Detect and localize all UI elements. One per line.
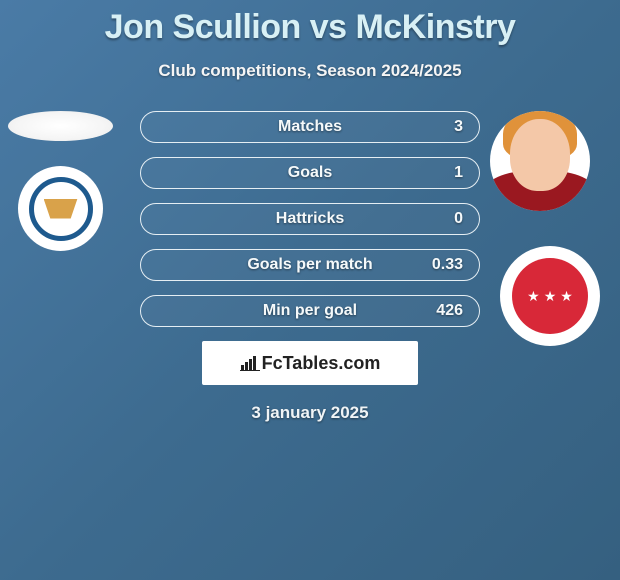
player1-club-badge [18,166,103,251]
stat-row: Goals per match 0.33 [140,249,480,281]
stat-player2-value: 426 [436,302,463,320]
stat-label: Goals per match [247,256,372,274]
brand-watermark: FcTables.com [202,341,418,385]
bar-chart-icon [240,355,260,371]
page-title: Jon Scullion vs McKinstry [0,0,620,47]
stat-label: Hattricks [276,210,344,228]
subtitle: Club competitions, Season 2024/2025 [0,61,620,81]
stat-player2-value: 3 [454,118,463,136]
player2-photo [490,111,590,211]
stat-label: Min per goal [263,302,357,320]
stat-label: Goals [288,164,332,182]
star-icon: ★ [544,288,557,305]
player1-photo [8,111,113,141]
stat-player2-value: 1 [454,164,463,182]
stats-table: Matches 3 Goals 1 Hattricks 0 Goals per … [140,111,480,341]
star-icon: ★ [560,288,573,305]
date-label: 3 january 2025 [251,403,368,423]
stat-row: Min per goal 426 [140,295,480,327]
stat-player2-value: 0 [454,210,463,228]
stat-row: Matches 3 [140,111,480,143]
star-icon: ★ [527,288,540,305]
brand-label: FcTables.com [262,353,381,374]
stat-row: Hattricks 0 [140,203,480,235]
stat-row: Goals 1 [140,157,480,189]
player2-club-badge: ★ ★ ★ [500,246,600,346]
stat-player2-value: 0.33 [432,256,463,274]
stat-label: Matches [278,118,342,136]
